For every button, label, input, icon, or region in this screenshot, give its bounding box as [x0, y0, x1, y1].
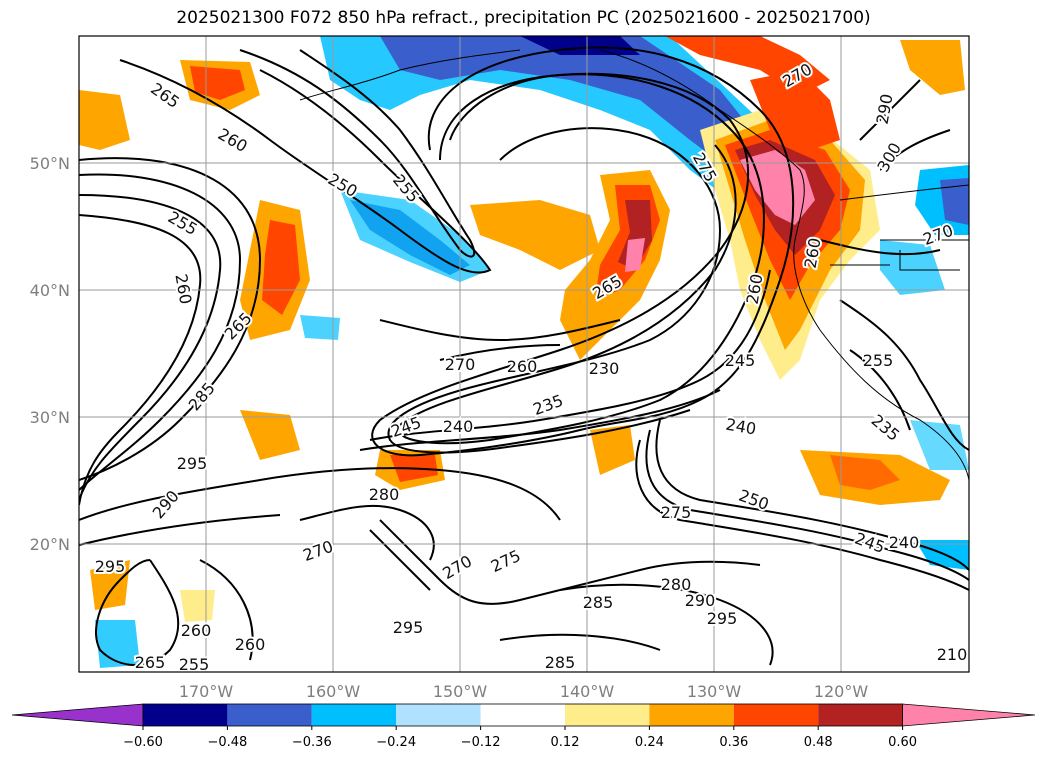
contour-label: 295: [95, 557, 126, 576]
lat-tick-label: 40°N: [30, 281, 70, 300]
colorbar-outline: [142, 703, 903, 727]
lon-tick-label: 130°W: [687, 682, 742, 701]
colorbar-segment: [649, 704, 734, 726]
contour-label: 210: [937, 645, 968, 664]
colorbar-segment: [227, 704, 312, 726]
colorbar-segment: [396, 704, 481, 726]
lon-tick-label: 140°W: [560, 682, 615, 701]
contour-label: 270: [445, 355, 476, 374]
colorbar-segment: [143, 704, 228, 726]
contour-label: 230: [589, 359, 620, 378]
colorbar-tick-label: 0.12: [551, 735, 580, 750]
map-title: 2025021300 F072 850 hPa refract., precip…: [176, 8, 871, 28]
contour-label: 295: [393, 618, 424, 637]
colorbar-tick-label: −0.60: [123, 735, 163, 750]
contour-label: 260: [743, 272, 767, 305]
lat-tick-label: 30°N: [30, 408, 70, 427]
colorbar-segment: [565, 704, 650, 726]
contour-label: 295: [707, 609, 738, 628]
contour-label: 245: [725, 351, 756, 370]
lat-tick-label: 50°N: [30, 154, 70, 173]
contour-label: 290: [685, 591, 716, 610]
contour-label: 240: [889, 533, 920, 552]
contour-label: 295: [177, 454, 208, 473]
longitude-ticks: 170°W 160°W 150°W 140°W 130°W 120°W: [179, 682, 869, 701]
colorbar-extend-high: [902, 703, 1036, 727]
colorbar: −0.60 −0.48 −0.36 −0.24 −0.12 0.12 0.24 0.36 0.4…: [11, 703, 1036, 750]
colorbar-tick-label: 0.24: [635, 735, 664, 750]
contour-label: 280: [369, 485, 400, 504]
map-gridlines: [79, 36, 969, 672]
contour-label: 285: [583, 593, 614, 612]
colorbar-segment: [733, 704, 819, 726]
lon-tick-label: 120°W: [814, 682, 869, 701]
colorbar-extend-low: [11, 703, 144, 727]
latitude-ticks: 50°N 40°N 30°N 20°N: [30, 154, 70, 554]
colorbar-tick-label: −0.24: [376, 735, 416, 750]
colorbar-tick-label: 0.48: [804, 735, 833, 750]
contour-label: 275: [661, 503, 692, 522]
colorbar-tick-label: 0.60: [888, 735, 917, 750]
contour-label: 280: [661, 575, 692, 594]
colorbar-segment: [818, 704, 903, 726]
contour-label: 265: [135, 653, 166, 672]
lon-tick-label: 150°W: [433, 682, 488, 701]
colorbar-segment: [480, 704, 565, 726]
map-frame: [78, 35, 970, 673]
contour-label: 240: [443, 417, 474, 436]
lon-tick-label: 170°W: [179, 682, 234, 701]
contour-label: 260: [235, 635, 266, 654]
contour-label: 260: [181, 621, 212, 640]
lat-tick-label: 20°N: [30, 535, 70, 554]
lon-tick-label: 160°W: [306, 682, 361, 701]
contour-label: 260: [507, 357, 538, 376]
colorbar-segment: [311, 704, 397, 726]
contour-label: 255: [863, 351, 894, 370]
colorbar-tick-label: 0.36: [719, 735, 748, 750]
colorbar-tick-label: −0.48: [207, 735, 247, 750]
coastlines: [299, 49, 969, 481]
colorbar-tick-label: −0.36: [292, 735, 332, 750]
contour-label: 255: [179, 655, 210, 674]
contour-label: 285: [545, 653, 576, 672]
colorbar-tick-label: −0.12: [461, 735, 501, 750]
refractivity-contours: [79, 46, 969, 666]
